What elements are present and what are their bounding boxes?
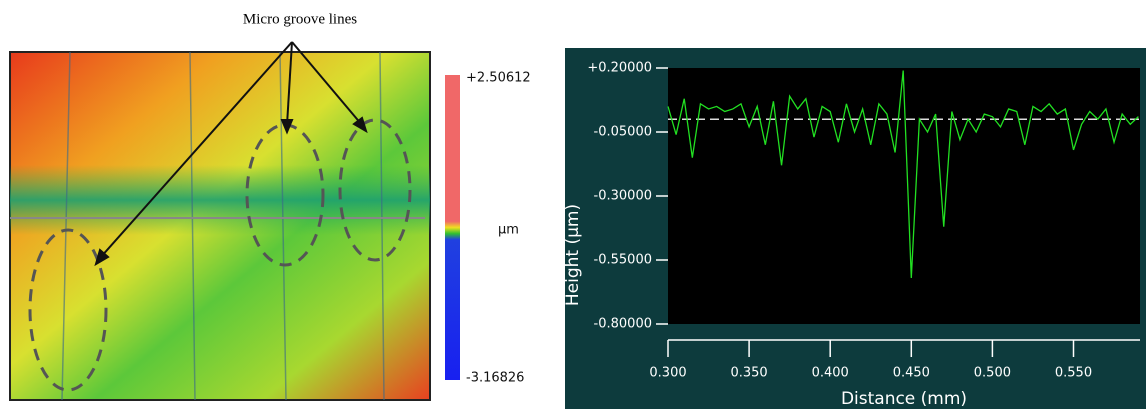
groove-lines: [61, 51, 385, 401]
colorbar-max: +2.50612: [466, 71, 531, 86]
arrows: [94, 41, 368, 267]
y-tick-label: -0.05000: [594, 125, 652, 140]
x-axis-label: Distance (mm): [841, 389, 967, 409]
x-tick-label: 0.300: [649, 366, 686, 381]
x-tick-label: 0.400: [812, 366, 849, 381]
y-axis-label: Height (µm): [563, 204, 583, 306]
x-tick-label: 0.550: [1055, 366, 1092, 381]
y-tick-label: +0.20000: [587, 61, 652, 76]
colorbar-min: -3.16826: [466, 371, 524, 386]
profile-line: [667, 70, 1139, 278]
y-tick-label: -0.55000: [594, 253, 652, 268]
y-tick-label: -0.80000: [594, 317, 652, 332]
x-tick-label: 0.450: [893, 366, 930, 381]
x-tick-label: 0.500: [974, 366, 1011, 381]
y-tick-label: -0.30000: [594, 189, 652, 204]
plot-area: [668, 68, 1140, 324]
annotation: Micro groove lines: [243, 11, 357, 27]
colorbar-unit: µm: [498, 223, 519, 238]
colorbar: [445, 75, 460, 380]
height-map-band: [10, 165, 430, 235]
groove-ellipses: [28, 118, 412, 392]
x-tick-label: 0.350: [730, 366, 767, 381]
